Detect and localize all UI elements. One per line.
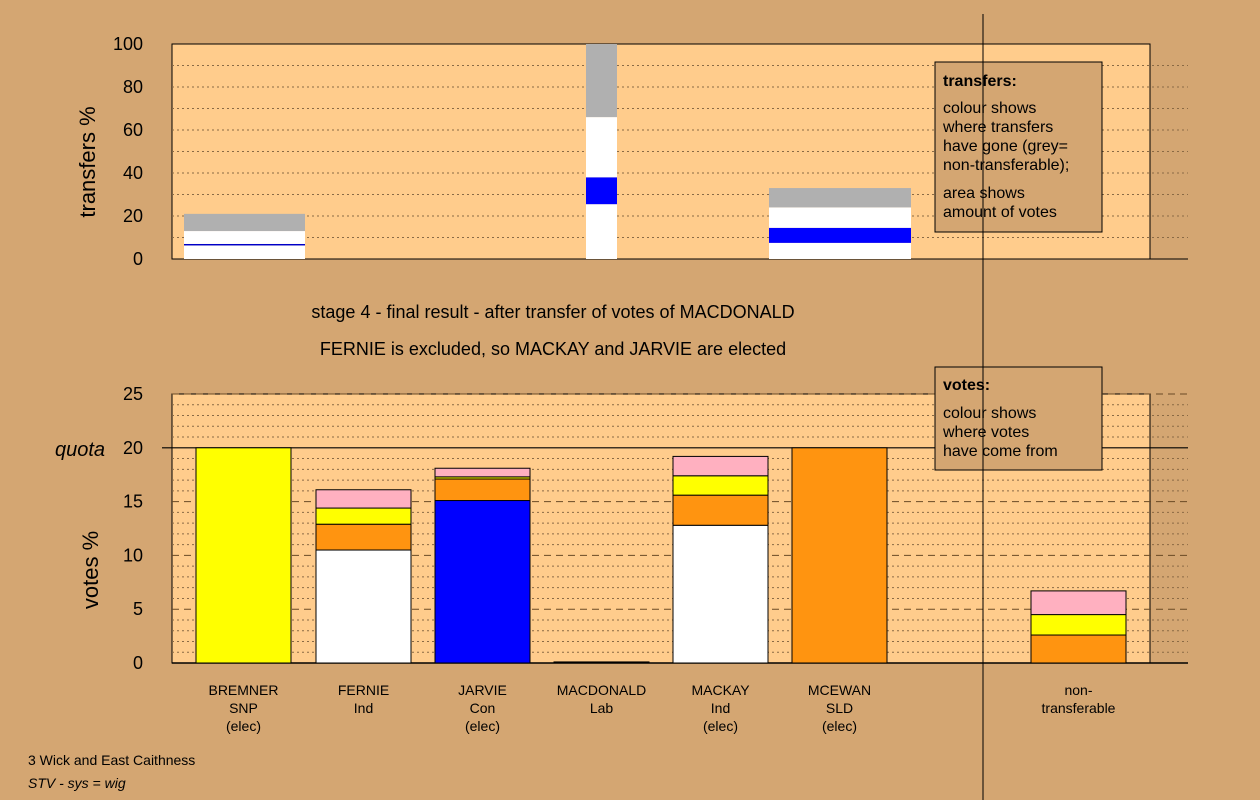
votes-y-tick-label: 15 bbox=[123, 492, 143, 512]
votes-y-tick-label: 10 bbox=[123, 545, 143, 565]
votes-bar-segment bbox=[315, 549, 412, 664]
votes-bar-segment bbox=[1030, 614, 1127, 636]
candidate-label: Ind bbox=[711, 700, 730, 716]
candidate-label: (elec) bbox=[465, 718, 500, 734]
transfers-y-tick-label: 0 bbox=[133, 249, 143, 269]
transfers-bar-segment bbox=[769, 227, 911, 243]
votes-legend-line: have come from bbox=[943, 443, 1058, 460]
transfers-bar-segment bbox=[769, 188, 911, 208]
transfers-bar-segment bbox=[586, 44, 617, 118]
candidate-label: MACDONALD bbox=[557, 682, 646, 698]
votes-bar-segment bbox=[553, 661, 650, 664]
transfers-y-ticks: 0 20 40 60 80 100 bbox=[113, 34, 143, 269]
transfers-legend-box: transfers: colour shows where transfers … bbox=[934, 61, 1103, 233]
transfers-bar-segment bbox=[586, 117, 617, 178]
votes-bar-segment bbox=[1030, 590, 1127, 616]
transfers-bar-segment bbox=[586, 177, 617, 205]
transfers-bar-segment bbox=[184, 243, 305, 246]
candidate-label: MACKAY bbox=[691, 682, 750, 698]
constituency-label: 3 Wick and East Caithness bbox=[28, 752, 195, 768]
candidate-labels: BREMNER SNP (elec) FERNIE Ind JARVIE Con (elec)… bbox=[208, 682, 1115, 734]
transfers-y-tick-label: 80 bbox=[123, 77, 143, 97]
votes-legend-title: votes: bbox=[943, 377, 990, 394]
votes-bar-segment bbox=[672, 524, 769, 664]
transfers-legend-line: colour shows bbox=[943, 100, 1036, 117]
votes-bar-segment bbox=[672, 494, 769, 526]
votes-bar-segment bbox=[434, 500, 531, 664]
candidate-label: MCEWAN bbox=[808, 682, 871, 698]
transfers-bar-segment bbox=[184, 231, 305, 244]
votes-y-ticks: 0 5 10 15 20 25 bbox=[123, 384, 143, 673]
candidate-label: (elec) bbox=[822, 718, 857, 734]
candidate-label: Con bbox=[470, 700, 496, 716]
transfers-y-tick-label: 100 bbox=[113, 34, 143, 54]
transfers-y-axis-title: transfers % bbox=[75, 106, 100, 217]
votes-bar-segment bbox=[1030, 634, 1127, 664]
votes-bar-segment bbox=[315, 489, 412, 509]
votes-bar-segment bbox=[195, 447, 292, 664]
candidate-label: non- bbox=[1064, 682, 1092, 698]
transfers-panel: 0 20 40 60 80 100 transfers % transfers: colo… bbox=[75, 34, 1188, 269]
votes-legend-line: where votes bbox=[942, 424, 1029, 441]
transfers-legend-line: non-transferable); bbox=[943, 157, 1069, 174]
candidate-label: (elec) bbox=[226, 718, 261, 734]
transfers-y-tick-label: 40 bbox=[123, 163, 143, 183]
transfers-bar-segment bbox=[769, 242, 911, 259]
candidate-label: Lab bbox=[590, 700, 614, 716]
transfers-legend-line: have gone (grey= bbox=[943, 138, 1068, 155]
stage-caption: stage 4 - final result - after transfer … bbox=[311, 302, 794, 322]
votes-bar-segment bbox=[434, 478, 531, 502]
transfers-legend-line: where transfers bbox=[942, 119, 1053, 136]
votes-bar-segment bbox=[672, 475, 769, 496]
votes-bar-segment bbox=[315, 507, 412, 525]
votes-bar-segment bbox=[672, 455, 769, 477]
candidate-label: transferable bbox=[1042, 700, 1116, 716]
votes-y-tick-label: 5 bbox=[133, 599, 143, 619]
transfers-bar-segment bbox=[184, 213, 305, 232]
votes-bar-segment bbox=[315, 523, 412, 551]
candidate-label: BREMNER bbox=[208, 682, 278, 698]
votes-bars bbox=[195, 447, 1127, 664]
transfers-bar-segment bbox=[769, 207, 911, 228]
transfers-legend-line: area shows bbox=[943, 185, 1025, 202]
transfers-bars bbox=[184, 44, 911, 259]
transfers-bar-segment bbox=[184, 245, 305, 259]
transfers-legend-title: transfers: bbox=[943, 73, 1017, 90]
transfers-bar-segment bbox=[586, 204, 617, 259]
votes-bar-segment bbox=[791, 447, 888, 664]
candidate-label: Ind bbox=[354, 700, 373, 716]
result-caption: FERNIE is excluded, so MACKAY and JARVIE… bbox=[320, 339, 786, 359]
votes-bar-segment bbox=[434, 467, 531, 478]
votes-legend-box: votes: colour shows where votes have com… bbox=[934, 366, 1103, 471]
quota-label: quota bbox=[55, 439, 105, 461]
candidate-label: (elec) bbox=[703, 718, 738, 734]
votes-y-axis-title: votes % bbox=[78, 531, 103, 609]
votes-y-tick-label: 25 bbox=[123, 384, 143, 404]
transfers-y-tick-label: 20 bbox=[123, 206, 143, 226]
votes-y-tick-label: 0 bbox=[133, 653, 143, 673]
candidate-label: SNP bbox=[229, 700, 258, 716]
candidate-label: SLD bbox=[826, 700, 853, 716]
transfers-legend-line: amount of votes bbox=[943, 204, 1057, 221]
votes-y-tick-label: 20 bbox=[123, 438, 143, 458]
system-label: STV - sys = wig bbox=[28, 775, 126, 791]
votes-legend-line: colour shows bbox=[943, 405, 1036, 422]
candidate-label: JARVIE bbox=[458, 682, 507, 698]
transfers-y-tick-label: 60 bbox=[123, 120, 143, 140]
candidate-label: FERNIE bbox=[338, 682, 389, 698]
votes-panel: 0 5 10 15 20 25 quota votes % votes: colour s… bbox=[55, 366, 1188, 734]
